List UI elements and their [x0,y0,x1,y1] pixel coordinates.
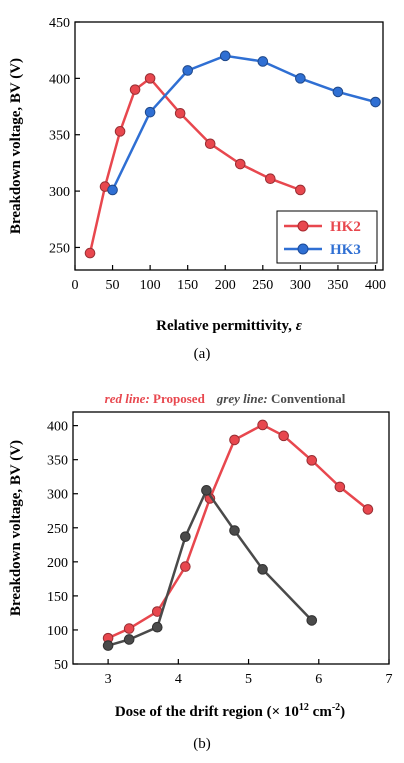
y-tick-label-b-3: 200 [47,556,68,571]
data-point-hk2-3 [129,84,141,95]
x-axis-label-a: Relative permittivity, ε [156,318,303,334]
data-point-conventional-2 [151,621,163,633]
legend-label-hk3: HK3 [330,242,361,258]
data-point-proposed-8 [306,455,318,466]
legend-marker-hk2 [297,220,309,232]
x-axis-label-b: Dose of the drift region (× 1012 cm-2) [115,702,345,720]
data-point-hk2-0 [84,247,96,259]
legend-label-hk2: HK2 [330,219,361,235]
y-tick-label-a-0: 250 [49,241,70,256]
series-note: red line: Proposed grey line: Conventiona… [105,391,346,406]
x-tick-label-a-4: 200 [215,278,236,293]
y-tick-label-b-6: 350 [47,454,68,469]
x-tick-label-a-2: 100 [140,278,161,293]
panel-label-b: (b) [193,736,211,752]
x-tick-label-a-6: 300 [290,278,311,293]
y-tick-label-b-2: 150 [47,590,68,605]
data-point-hk3-5 [295,73,306,84]
x-ticks-a: 0 50 100 150 200 250 300 350 400 [72,265,386,293]
data-point-hk2-8 [265,173,276,184]
y-axis-label-b: Breakdown voltage, BV (V) [8,440,24,616]
data-point-hk2-4 [144,73,156,84]
chart-a: 250 300 350 400 450 0 50 100 150 200 250 300 350 400… [8,16,386,362]
y-tick-label-a-1: 300 [49,185,70,200]
data-point-conventional-1 [123,634,135,645]
legend-box-a [276,210,378,264]
data-point-conventional-3 [180,531,191,542]
x-tick-label-a-8: 400 [365,278,386,293]
legend-a: HK2 HK3 [276,210,378,264]
y-tick-label-b-7: 400 [47,420,68,435]
y-tick-label-b-4: 250 [47,522,68,537]
x-tick-label-b-4: 7 [386,672,393,687]
data-point-proposed-1 [123,623,135,634]
series-line-hk2 [88,77,301,254]
data-point-hk2-9 [295,184,306,196]
data-point-hk3-6 [332,86,344,98]
panel-label-a: (a) [194,346,211,362]
plot-frame-b [72,411,390,665]
x-tick-label-b-0: 3 [105,672,112,687]
legend-marker-hk3 [297,243,309,255]
data-point-conventional-6 [257,564,268,575]
data-point-hk3-3 [219,50,231,62]
y-tick-label-b-0: 50 [54,658,68,673]
data-point-hk2-2 [114,126,126,137]
data-point-hk2-5 [174,108,186,119]
data-point-hk3-1 [144,106,156,118]
data-point-conventional-4 [201,485,212,496]
y-axis-label-a: Breakdown voltage, BV (V) [8,58,24,234]
x-tick-label-a-5: 250 [252,278,273,293]
y-tick-label-a-2: 350 [49,129,70,144]
series-a [84,50,381,259]
y-tick-label-a-4: 450 [49,16,70,31]
x-tick-label-a-1: 50 [106,278,120,293]
y-ticks-b: 50 100 150 200 250 300 350 400 [47,420,78,673]
data-point-hk2-6 [204,138,216,150]
data-point-hk3-0 [107,184,118,196]
data-point-hk3-2 [182,65,193,76]
data-point-conventional-5 [229,525,240,536]
x-tick-label-a-3: 150 [177,278,198,293]
x-tick-label-a-7: 350 [327,278,348,293]
data-point-conventional-7 [306,615,318,626]
data-point-conventional-0 [102,640,114,651]
data-point-proposed-3 [180,561,191,572]
y-tick-label-b-1: 100 [47,624,68,639]
data-point-hk3-7 [370,96,381,108]
y-tick-label-b-5: 300 [47,488,68,503]
x-tick-label-b-3: 6 [315,672,322,687]
data-point-proposed-9 [334,481,346,493]
y-ticks-a: 250 300 350 400 450 [49,16,80,256]
data-point-proposed-10 [362,504,374,515]
x-ticks-b: 3 4 5 6 7 [105,659,393,687]
y-tick-label-a-3: 400 [49,72,70,87]
plot-frame-a [74,21,384,271]
data-point-proposed-6 [257,419,268,431]
x-tick-label-b-1: 4 [175,672,182,687]
data-point-proposed-7 [278,430,289,442]
data-point-proposed-5 [229,434,240,446]
series-line-hk3 [111,54,376,191]
x-tick-label-b-2: 5 [245,672,252,687]
data-point-hk3-4 [257,56,269,67]
x-tick-label-a-0: 0 [72,278,79,293]
series-b [102,419,374,651]
data-point-hk2-7 [234,158,246,170]
chart-b: red line: Proposed grey line: Conventiona… [8,391,393,752]
